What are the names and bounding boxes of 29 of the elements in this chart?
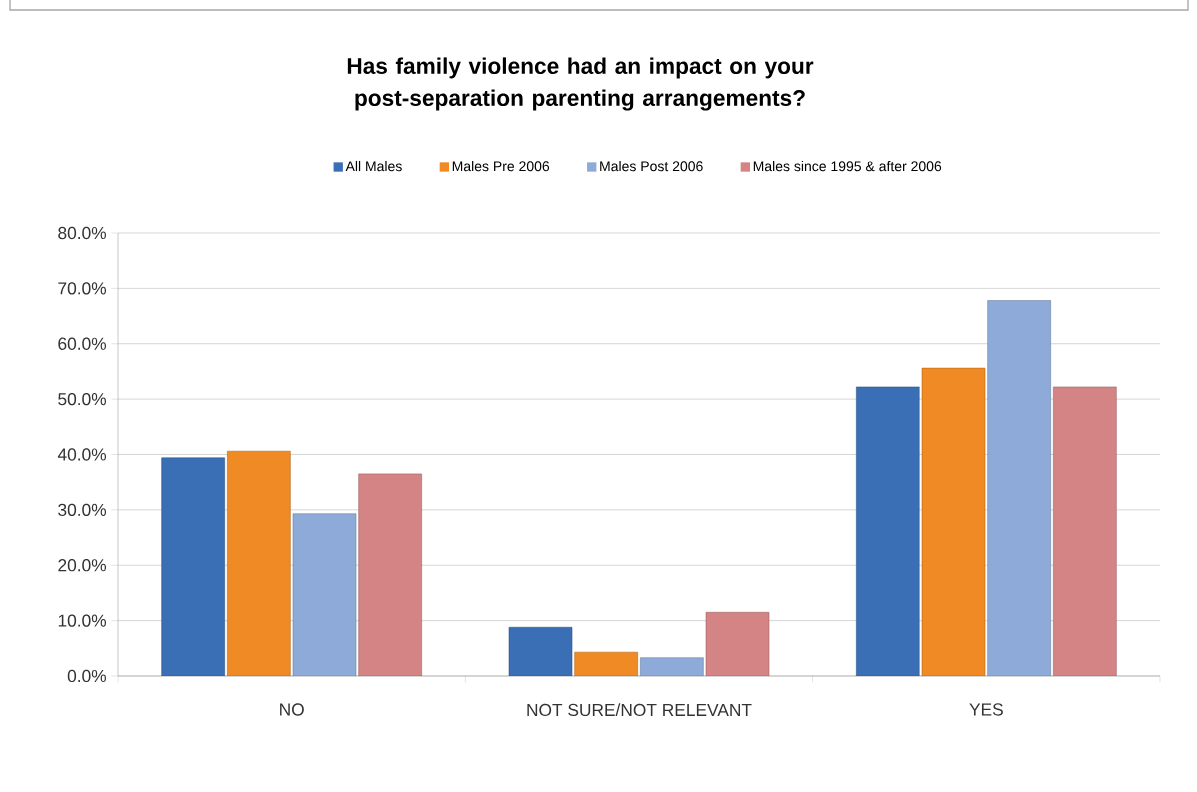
bar: [227, 450, 291, 676]
y-tick-label: 50.0%: [58, 392, 107, 406]
legend-label: Males Pre 2006: [452, 160, 550, 172]
y-tick-label: 30.0%: [58, 503, 107, 516]
x-tick-label: YES: [969, 703, 1003, 716]
legend-label: All Males: [345, 160, 402, 172]
y-tick-label: 10.0%: [58, 614, 107, 627]
bar: [574, 651, 638, 676]
bar: [921, 367, 986, 676]
chart-title: Has family violence had an impact on your post-separation parenting arrangements?: [347, 57, 814, 111]
bar: [161, 457, 225, 676]
bar: [705, 612, 770, 676]
x-tick-label: NOT SURE/NOT RELEVANT: [527, 703, 752, 717]
bar: [1053, 386, 1117, 676]
legend-label: Males Post 2006: [600, 160, 703, 172]
bar: [640, 657, 704, 676]
y-tick-label: 0.0%: [67, 669, 107, 683]
bar: [358, 473, 422, 676]
bar: [508, 626, 573, 676]
legend-label: Males since 1995 & after 2006: [753, 160, 942, 172]
bar: [987, 300, 1051, 676]
y-tick-label: 40.0%: [57, 448, 107, 461]
x-tick-label: NO: [280, 703, 304, 716]
bar: [292, 513, 357, 676]
bar: [856, 386, 920, 676]
y-tick-label: 70.0%: [58, 282, 107, 295]
y-tick-label: 60.0%: [58, 337, 107, 350]
y-tick-label: 20.0%: [58, 559, 107, 572]
y-tick-label: 80.0%: [58, 226, 107, 240]
